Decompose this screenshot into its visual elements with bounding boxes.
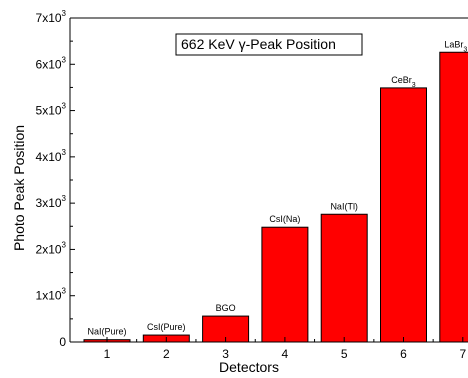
bar-7 [439, 51, 468, 343]
bar-4 [261, 226, 309, 343]
y-tick-label: 2x103 [36, 240, 67, 256]
bar-label-2: CsI(Pure) [147, 322, 186, 332]
y-tick-label: 4x103 [36, 148, 67, 164]
x-axis-title: Detectors [219, 359, 279, 375]
y-tick-label: 5x103 [36, 102, 67, 118]
bars-group [83, 51, 468, 343]
bar-label-3: BGO [216, 303, 236, 313]
bar-label-6: CeBr3 [391, 75, 416, 89]
x-tick-label: 4 [282, 347, 289, 361]
bar-5 [320, 213, 368, 343]
y-tick-label: 6x103 [36, 55, 67, 71]
x-tick-label: 1 [104, 347, 111, 361]
y-tick-label: 3x103 [36, 194, 67, 210]
chart-title-frame [175, 33, 363, 56]
x-tick-label: 5 [341, 347, 348, 361]
x-tick-label: 7 [459, 347, 466, 361]
y-tick-label: 1x103 [36, 287, 67, 303]
bar-label-5: NaI(Tl) [330, 201, 358, 211]
axes-group: 0 1x103 2x103 3x103 4x103 5x103 6x103 7x103 1 2 3 4… [36, 9, 468, 361]
x-tick-label: 3 [222, 347, 229, 361]
bar-6 [380, 87, 427, 343]
y-tick-label: 0 [59, 335, 66, 349]
y-axis-title: Photo Peak Position [11, 125, 27, 251]
x-tick-label: 6 [400, 347, 407, 361]
bar-label-4: CsI(Na) [269, 214, 300, 224]
chart-title: 662 KeV γ-Peak Position [181, 36, 336, 52]
chart-title-box: 662 KeV γ-Peak Position [175, 33, 363, 56]
x-tick-label: 2 [163, 347, 170, 361]
y-tick-label: 7x103 [36, 9, 67, 25]
bar-label-7: LaBr3:Ce [444, 39, 468, 53]
bar-label-1: NaI(Pure) [87, 327, 126, 337]
